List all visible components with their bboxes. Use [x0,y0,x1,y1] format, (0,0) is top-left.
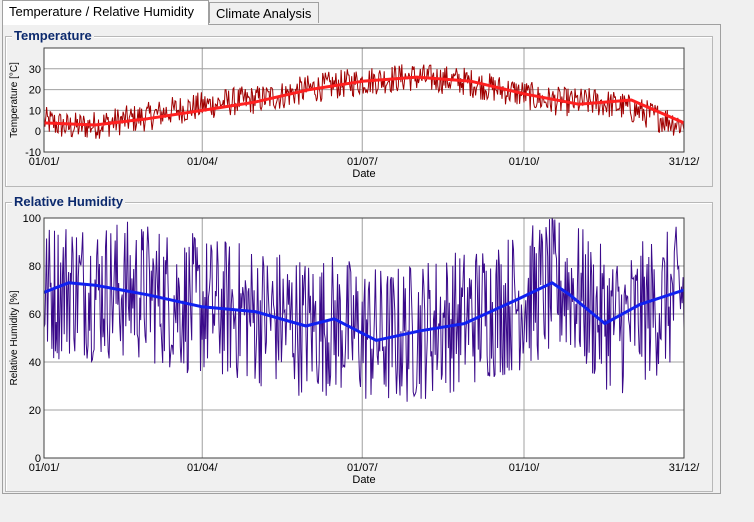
x-tick-label: 01/01/ [29,462,61,474]
tab-temperature-humidity[interactable]: Temperature / Relative Humidity [2,0,209,25]
y-tick-label: 80 [29,261,41,273]
y-tick-label: 0 [35,453,41,465]
y-tick-label: 20 [29,405,41,417]
y-axis-label: Relative Humidity [%] [9,290,20,385]
x-tick-label: 01/10/ [509,156,541,168]
group-title: Temperature [12,28,94,43]
y-tick-label: 20 [29,85,41,97]
y-tick-label: 10 [29,105,41,117]
x-axis-label: Date [352,168,375,180]
raw-series-line [43,64,685,139]
y-tick-label: 100 [23,213,41,225]
tab-climate-analysis[interactable]: Climate Analysis [209,2,319,23]
x-tick-label: 01/04/ [187,156,219,168]
x-tick-label: 01/01/ [29,156,61,168]
x-tick-label: 01/07/ [347,156,379,168]
x-tick-label: 31/12/ [669,462,701,474]
y-tick-label: 60 [29,309,41,321]
temperature-group: Temperature [5,28,713,187]
humidity-group: Relative Humidity [5,194,713,492]
smoothed-series-line [43,281,685,342]
plot-frame [43,217,685,459]
x-tick-label: 01/07/ [347,462,379,474]
smoothed-series-line [43,75,685,127]
y-tick-label: -10 [25,147,41,159]
x-axis-label: Date [352,474,375,486]
y-tick-label: 0 [35,126,41,138]
x-tick-label: 01/10/ [509,462,541,474]
x-tick-label: 31/12/ [669,156,701,168]
plot-area [44,48,684,152]
x-tick-label: 01/04/ [187,462,219,474]
plot-area [44,218,684,458]
y-tick-label: 40 [29,357,41,369]
plot-frame [43,47,685,153]
raw-series-line [43,217,685,402]
tab-label: Climate Analysis [216,6,312,21]
group-title: Relative Humidity [12,194,126,209]
y-axis-label: Temperature [°C] [9,62,20,138]
tab-label: Temperature / Relative Humidity [9,4,194,19]
y-tick-label: 30 [29,64,41,76]
